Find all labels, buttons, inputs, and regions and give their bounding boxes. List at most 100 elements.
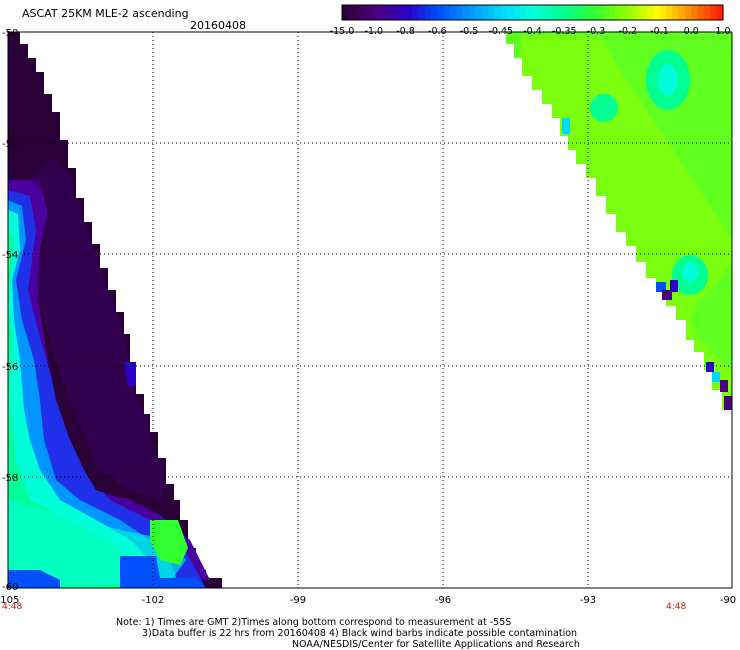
colorbar-cell (342, 5, 349, 20)
colorbar-cell (380, 5, 388, 20)
time-label-left: 4:48 (2, 602, 22, 612)
colorbar-label: -1.0 (365, 26, 384, 37)
colorbar-cell (602, 5, 610, 20)
colorbar-cell (462, 5, 470, 20)
y-axis-labels: -50 -52 -54 -56 -58 -60 (2, 28, 18, 593)
right-swath-cyan-core-3 (682, 262, 698, 282)
y-tick-label: -52 (2, 139, 18, 150)
colorbar-frame (341, 4, 724, 21)
colorbar-cell (678, 5, 686, 20)
colorbar-label: -0.35 (552, 26, 577, 37)
map-date: 20160408 (190, 19, 246, 32)
colorbar-cell (615, 5, 622, 20)
right-swath-edge-purple-3 (724, 396, 732, 410)
colorbar-cell (354, 5, 362, 20)
y-tick-label: -60 (2, 582, 18, 593)
colorbar-label: -0.3 (587, 26, 606, 37)
right-swath-edge-cyan-2 (712, 372, 720, 382)
colorbar-cell (672, 5, 680, 20)
left-swath-edge-blue (124, 362, 136, 386)
colorbar-cell (519, 5, 527, 20)
colorbar-cell (526, 5, 534, 20)
right-swath-edge-purple-1 (662, 290, 672, 300)
y-tick-label: -58 (2, 473, 18, 484)
colorbar-cell (481, 5, 489, 20)
colorbar-cell (576, 5, 584, 20)
colorbar-cell (507, 5, 515, 20)
colorbar-label: -0.5 (460, 26, 479, 37)
colorbar-cell (449, 5, 457, 20)
left-swath-bottom-left-blue (8, 570, 60, 588)
colorbar-cell (373, 5, 381, 20)
colorbar-cell (634, 5, 642, 20)
colorbar-label: -0.1 (650, 26, 669, 37)
colorbar-cell (697, 5, 705, 20)
colorbar-cell (361, 5, 368, 20)
gridlines (8, 32, 732, 588)
colorbar-cell (367, 5, 375, 20)
colorbar-cell (500, 5, 508, 20)
colorbar-cell (424, 5, 432, 20)
y-tick-label: -50 (2, 28, 18, 39)
right-swath (506, 32, 732, 410)
colorbar-cell (589, 5, 597, 20)
colorbar-label: 0.0 (684, 26, 699, 37)
y-tick-label: -54 (2, 250, 18, 261)
right-swath-edge-blue-2 (670, 280, 678, 292)
colorbar-label: -0.8 (396, 26, 415, 37)
colorbar-label: -0.2 (619, 26, 638, 37)
colorbar-cell (532, 5, 540, 20)
note-line-3: NOAA/NESDIS/Center for Satellite Applica… (292, 639, 580, 650)
right-swath-cyan-core-1 (658, 64, 678, 96)
colorbar-cell (570, 5, 578, 20)
map-title: ASCAT 25KM MLE-2 ascending (22, 7, 189, 20)
colorbar-cell (564, 5, 572, 20)
colorbar-cell (418, 5, 426, 20)
colorbar-cell (608, 5, 616, 20)
colorbar-cell (710, 5, 718, 20)
colorbar-label: -0.4 (523, 26, 542, 37)
colorbar-cell (456, 5, 464, 20)
left-swath-mid-purple (30, 160, 166, 500)
colorbar-cell (640, 5, 648, 20)
left-swath-cyan-band (8, 210, 160, 588)
colorbar-cell (627, 5, 635, 20)
colorbar-cell (659, 5, 667, 20)
colorbar-cell (583, 5, 591, 20)
colorbar-cell (494, 5, 502, 20)
right-swath-yellowgreen (520, 36, 732, 410)
colorbar-cell (551, 5, 559, 20)
x-tick-label: -90 (720, 595, 736, 606)
right-swath-edge-purple-2 (720, 380, 728, 392)
right-swath-cyan-patch-2 (590, 94, 618, 122)
left-swath (8, 32, 222, 588)
colorbar-cell (646, 5, 654, 20)
colorbar-cell (411, 5, 419, 20)
colorbar-cell (475, 5, 483, 20)
colorbar-cell (437, 5, 445, 20)
colorbar-cell (716, 5, 724, 20)
colorbar-cell (392, 5, 400, 20)
colorbar-cell (596, 5, 603, 20)
colorbar-cell (405, 5, 413, 20)
right-swath-edge-cyan (562, 118, 570, 134)
colorbar-cell (443, 5, 451, 20)
colorbar-cell (538, 5, 546, 20)
note-line-2: 3)Data buffer is 22 hrs from 20160408 4)… (142, 628, 577, 639)
x-tick-label: -96 (435, 595, 451, 606)
colorbar-label: 1.0 (715, 26, 730, 37)
colorbar: -15.0 -1.0 -0.8 -0.6 -0.5 -0.45 -0.4 -0.35 -0.3 -… (330, 4, 731, 37)
note-line-1: Note: 1) Times are GMT 2)Times along bot… (116, 617, 511, 628)
x-tick-label: -105 (0, 595, 19, 606)
colorbar-label: -0.45 (489, 26, 514, 37)
left-swath-bottom-blue (120, 556, 206, 588)
y-tick-label: -56 (2, 362, 18, 373)
colorbar-cell (703, 5, 711, 20)
x-tick-label: -102 (142, 595, 165, 606)
colorbar-cell (488, 5, 495, 20)
x-tick-label: -93 (580, 595, 596, 606)
x-tick-label: -99 (290, 595, 306, 606)
colorbar-label: -15.0 (330, 26, 355, 37)
colorbar-cell (684, 5, 692, 20)
